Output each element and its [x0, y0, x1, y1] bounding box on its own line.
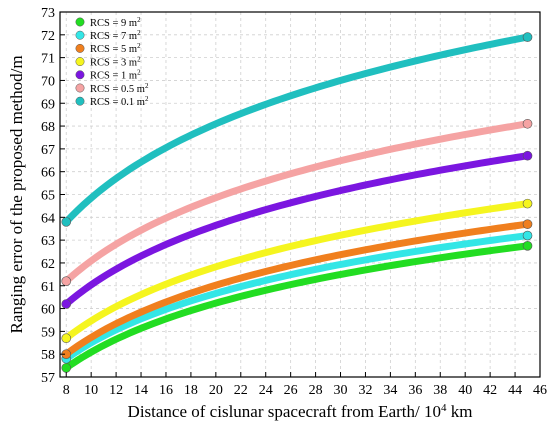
legend-marker	[75, 30, 85, 40]
legend-item: RCS = 5 m2	[75, 42, 141, 55]
legend-label: RCS = 0.5 m2	[90, 82, 149, 95]
x-tick-label: 16	[159, 383, 173, 398]
series-line	[62, 152, 532, 308]
series-end-point	[522, 219, 533, 229]
series-layer	[61, 32, 533, 373]
series-line	[62, 242, 532, 372]
y-tick-label: 62	[41, 257, 55, 272]
x-tick-label: 22	[234, 383, 248, 398]
series-start-point	[61, 333, 72, 344]
legend-item: RCS = 1 m2	[75, 69, 141, 82]
series-line	[62, 220, 532, 358]
series-5	[61, 150, 533, 309]
x-tick-label: 42	[483, 383, 497, 398]
legend-label: RCS = 9 m2	[90, 16, 141, 29]
series-start-point	[61, 276, 72, 286]
axis-ticks: 8 10 12 14 16 18 20 22 24 26 28 30 32 34 36 38 40 42 44 46 5…	[41, 6, 547, 398]
legend-item: RCS = 0.1 m2	[75, 95, 149, 108]
series-start-point	[61, 363, 72, 373]
legend-item: RCS = 9 m2	[75, 16, 141, 29]
y-tick-label: 59	[41, 325, 55, 340]
legend-label: RCS = 7 m2	[90, 29, 141, 42]
series-end-point	[522, 198, 533, 209]
y-tick-label: 63	[41, 234, 55, 249]
y-tick-label: 73	[41, 6, 55, 21]
y-tick-label: 67	[41, 143, 55, 158]
series-end-point	[522, 230, 533, 241]
x-tick-label: 12	[109, 383, 123, 398]
series-end-point	[522, 32, 533, 42]
legend-marker	[75, 96, 85, 106]
y-tick-label: 69	[41, 97, 55, 112]
legend-item: RCS = 7 m2	[75, 29, 141, 42]
series-7	[61, 32, 533, 227]
y-tick-label: 72	[41, 29, 55, 44]
y-tick-label: 68	[41, 120, 55, 135]
series-end-point	[522, 118, 533, 129]
x-tick-label: 34	[383, 383, 397, 398]
legend-item: RCS = 3 m2	[75, 55, 141, 68]
legend-label: RCS = 3 m2	[90, 55, 141, 68]
series-line	[62, 232, 532, 363]
y-tick-label: 57	[41, 371, 55, 386]
y-axis-label: Ranging error of the proposed method/m	[7, 55, 26, 333]
x-tick-label: 10	[84, 383, 98, 398]
x-tick-label: 36	[408, 383, 422, 398]
series-start-point	[61, 299, 72, 309]
y-tick-label: 71	[41, 52, 55, 67]
series-line	[62, 33, 532, 226]
series-start-point	[61, 217, 72, 227]
x-tick-label: 20	[209, 383, 223, 398]
series-line	[62, 200, 532, 342]
series-6	[61, 118, 533, 286]
series-end-point	[522, 241, 533, 251]
y-tick-label: 65	[41, 189, 55, 204]
series-end-point	[522, 150, 533, 161]
y-tick-label: 60	[41, 303, 55, 318]
x-tick-label: 24	[259, 383, 273, 398]
x-tick-label: 32	[358, 383, 372, 398]
y-tick-label: 70	[41, 74, 55, 89]
y-tick-label: 58	[41, 348, 55, 363]
legend-marker	[75, 43, 85, 53]
x-tick-label: 44	[508, 383, 522, 398]
x-axis-label-sup: 4	[441, 402, 447, 414]
x-axis-label: Distance of cislunar spacecraft from Ear…	[128, 402, 473, 421]
series-line	[62, 120, 532, 285]
series-3	[61, 219, 533, 359]
y-tick-label: 61	[41, 280, 55, 295]
x-tick-label: 28	[309, 383, 323, 398]
x-tick-label: 26	[284, 383, 298, 398]
series-1	[61, 241, 533, 373]
series-4	[61, 198, 533, 344]
legend-marker	[75, 70, 85, 80]
legend-marker	[75, 57, 85, 67]
x-axis-label-text: Distance of cislunar spacecraft from Ear…	[128, 402, 441, 421]
legend-item: RCS = 0.5 m2	[75, 82, 149, 95]
x-axis-label-unit: km	[446, 402, 472, 421]
legend-label: RCS = 1 m2	[90, 69, 141, 82]
legend-label: RCS = 5 m2	[90, 42, 141, 55]
y-tick-label: 66	[41, 166, 55, 181]
x-tick-label: 46	[533, 383, 547, 398]
legend-marker	[75, 83, 85, 93]
x-tick-label: 38	[433, 383, 447, 398]
legend-label: RCS = 0.1 m2	[90, 95, 149, 108]
y-tick-label: 64	[41, 211, 55, 226]
x-tick-label: 18	[184, 383, 198, 398]
x-tick-label: 14	[134, 383, 148, 398]
x-tick-label: 30	[334, 383, 348, 398]
x-tick-label: 40	[458, 383, 472, 398]
legend-marker	[75, 17, 85, 27]
x-tick-label: 8	[63, 383, 70, 398]
